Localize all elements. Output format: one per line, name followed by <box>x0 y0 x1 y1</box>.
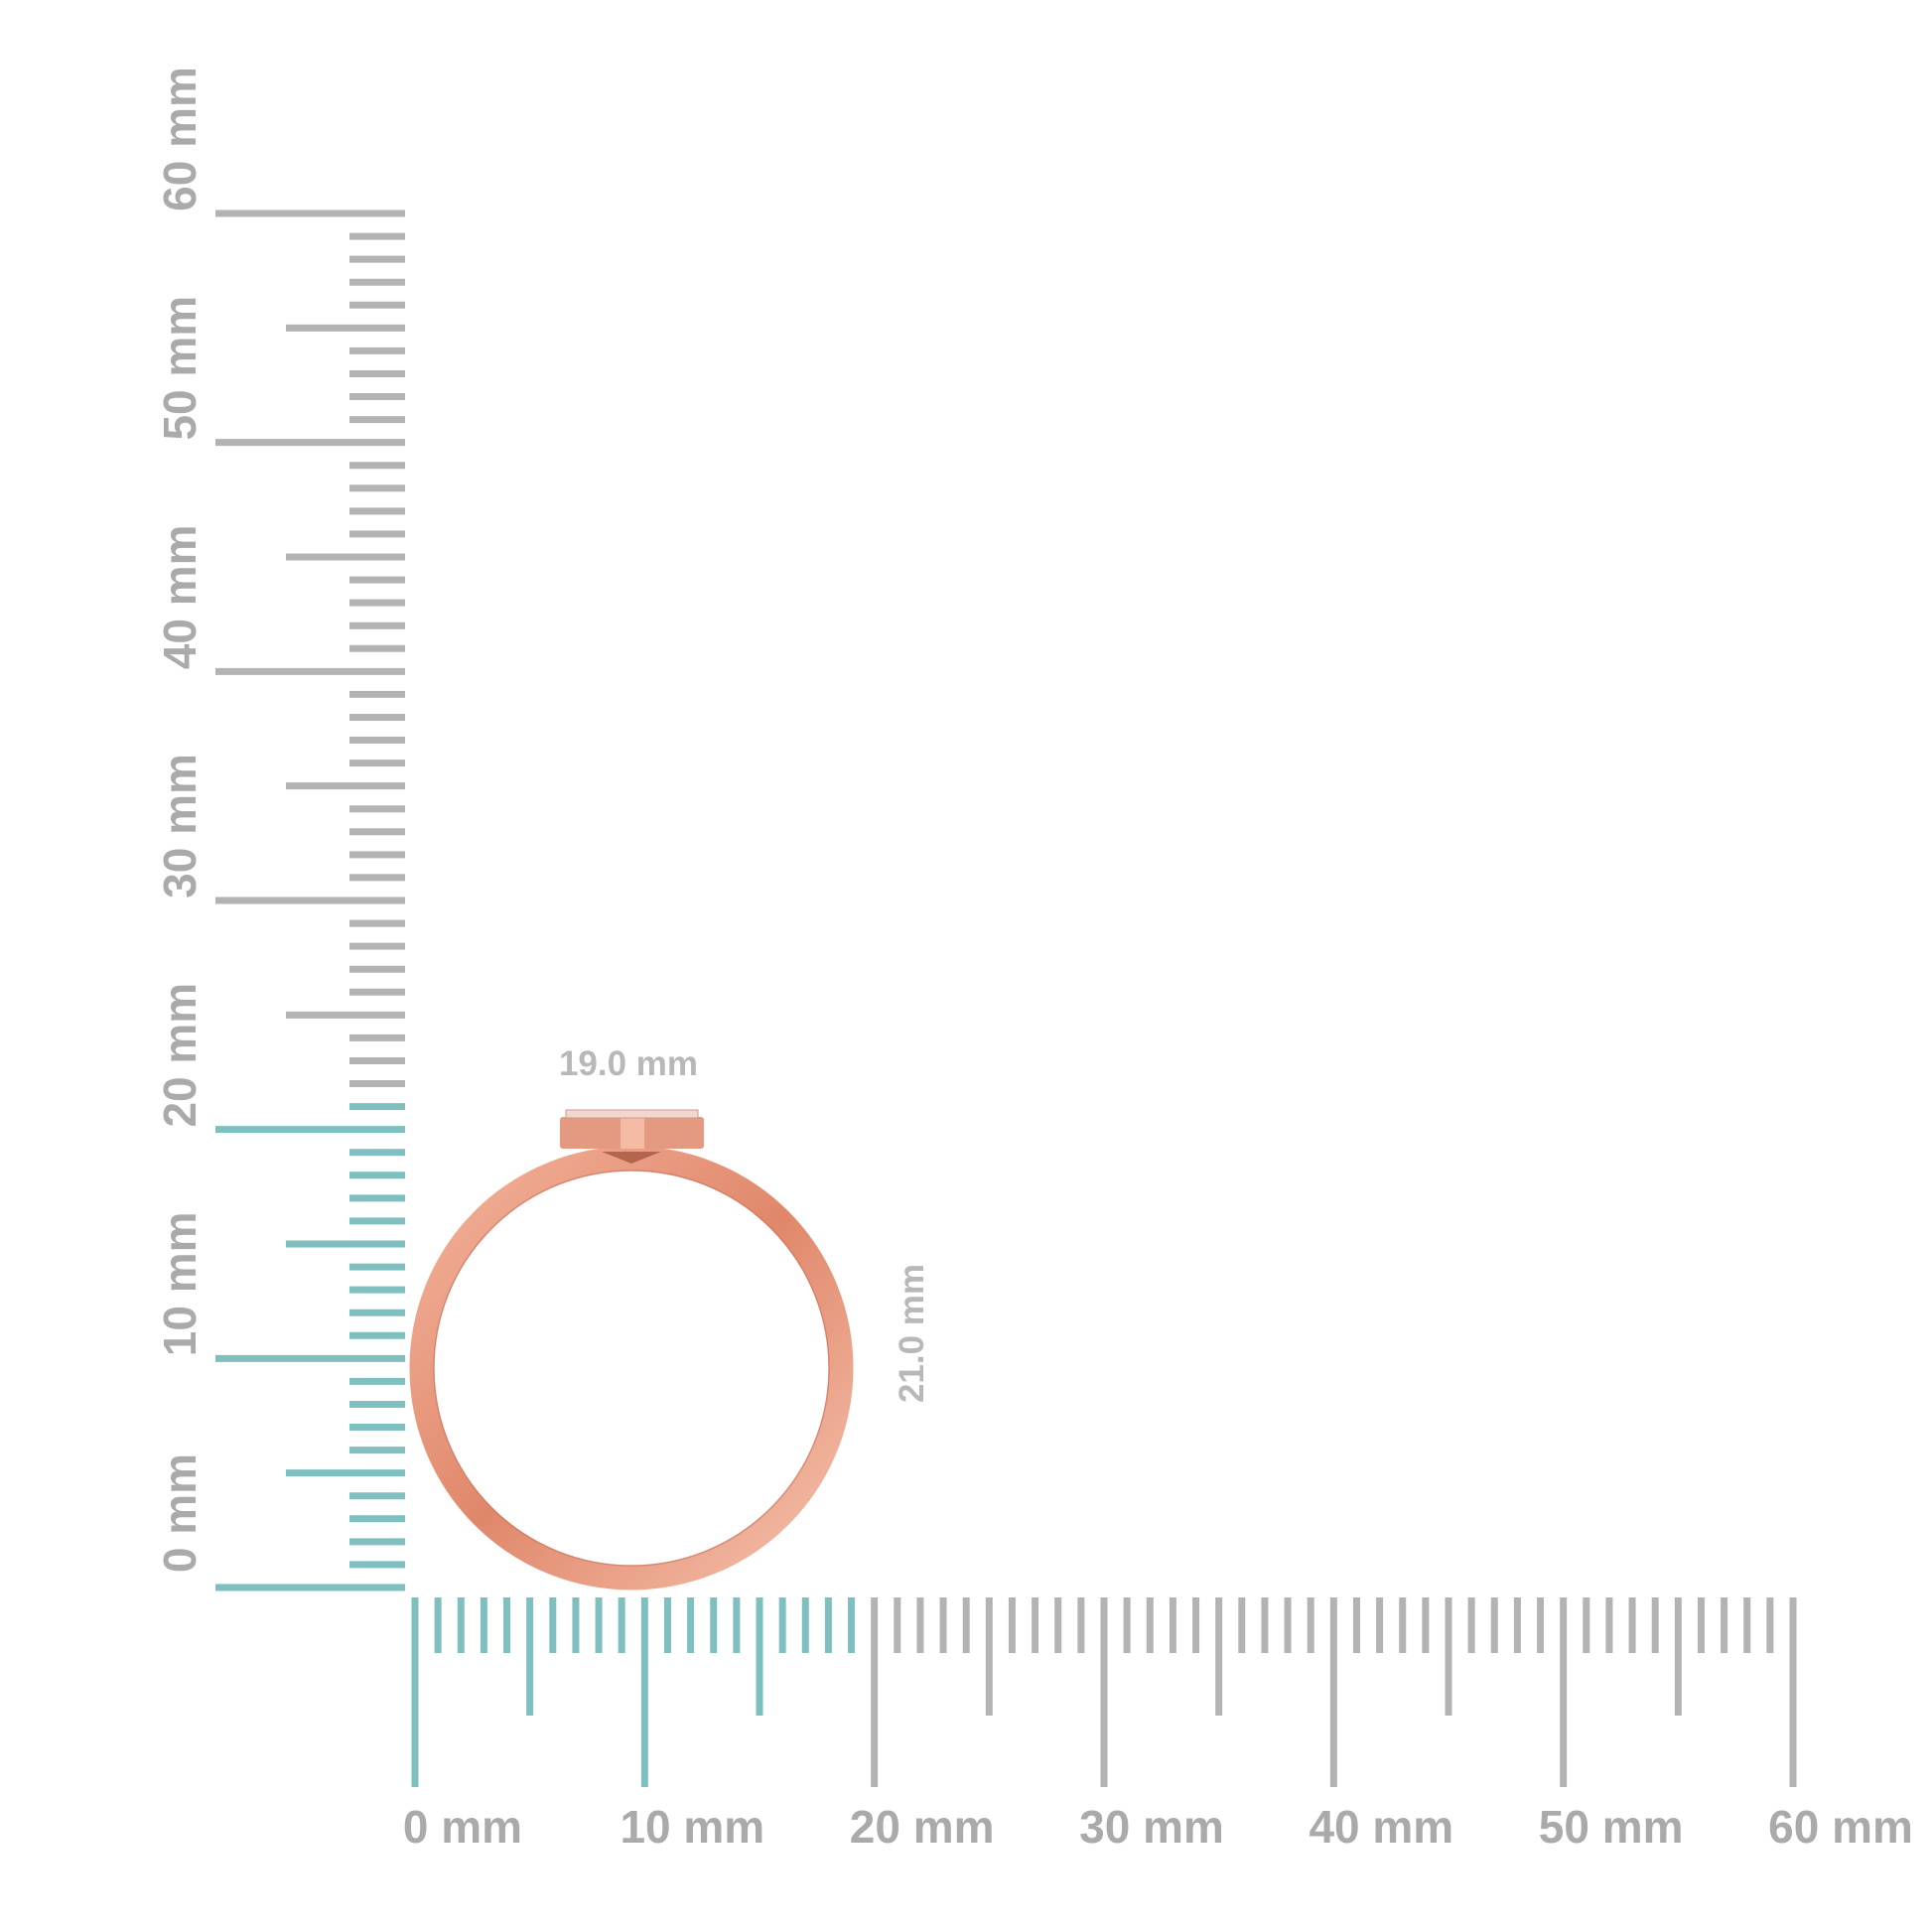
ring-band <box>409 1146 854 1590</box>
vertical-ruler: 0 mm 10 mm 20 mm 30 mm 40 mm 50 mm 60 mm <box>154 67 405 1591</box>
vertical-ruler-label: 60 mm <box>154 67 206 211</box>
vertical-ruler-label: 20 mm <box>154 983 206 1128</box>
vertical-ruler-label: 10 mm <box>154 1211 206 1356</box>
horizontal-ruler-label: 40 mm <box>1309 1801 1453 1853</box>
horizontal-ruler-label: 30 mm <box>1079 1801 1224 1853</box>
horizontal-ruler-label: 20 mm <box>850 1801 995 1853</box>
horizontal-ruler: 0 mm 10 mm 20 mm 30 mm 40 mm 50 mm 60 mm <box>403 1597 1913 1853</box>
ring-gallery <box>602 1152 661 1164</box>
vertical-ruler-label: 0 mm <box>154 1453 206 1573</box>
vertical-ruler-label: 30 mm <box>154 754 206 898</box>
horizontal-ruler-label: 0 mm <box>403 1801 522 1853</box>
horizontal-ruler-label: 60 mm <box>1768 1801 1913 1853</box>
horizontal-ruler-label: 10 mm <box>620 1801 764 1853</box>
vertical-ruler-label: 40 mm <box>154 524 206 669</box>
ring-diamond-row <box>565 1109 699 1119</box>
horizontal-ruler-label: 50 mm <box>1539 1801 1684 1853</box>
vertical-ruler-label: 50 mm <box>154 296 206 441</box>
ring-head-center <box>621 1117 644 1149</box>
height-dimension-label: 21.0 mm <box>893 1264 931 1403</box>
ring-image <box>409 1109 854 1590</box>
width-dimension-label: 19.0 mm <box>559 1044 698 1083</box>
ring-band-inner-edge <box>433 1170 830 1567</box>
